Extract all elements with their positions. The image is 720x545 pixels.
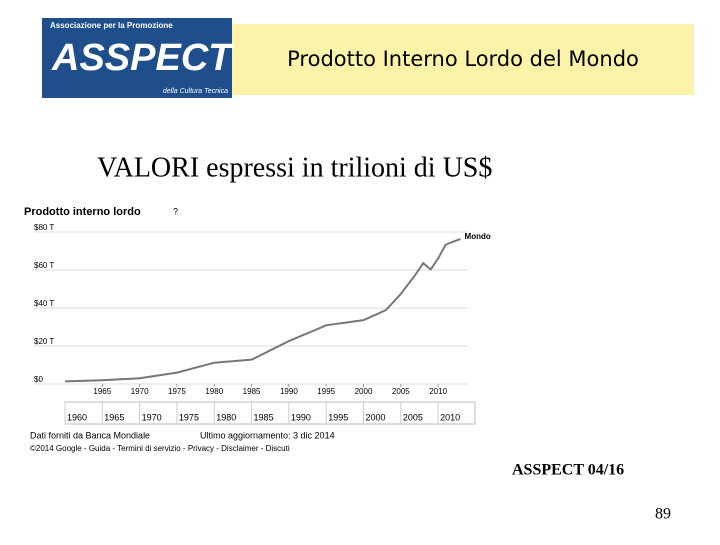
x-tick-label: 1970 bbox=[131, 387, 149, 396]
header-box bbox=[232, 24, 694, 95]
logo-name: ASSPECT bbox=[51, 37, 234, 79]
x-tick-label: 2000 bbox=[355, 387, 373, 396]
y-tick-label: $60 T bbox=[34, 261, 54, 270]
range-tick-label: 1990 bbox=[291, 412, 311, 422]
x-tick-label: 1995 bbox=[317, 387, 335, 396]
range-tick-label: 2000 bbox=[366, 412, 386, 422]
range-tick-label: 1960 bbox=[67, 412, 87, 422]
y-tick-label: $40 T bbox=[34, 299, 54, 308]
header-title: Prodotto Interno Lordo del Mondo bbox=[287, 47, 639, 71]
credits: ©2014 Google - Guida - Termini di serviz… bbox=[30, 444, 290, 453]
source: Dati forniti da Banca Mondiale bbox=[30, 430, 150, 440]
x-tick-label: 1975 bbox=[168, 387, 186, 396]
range-tick-label: 2005 bbox=[403, 412, 423, 422]
x-tick-label: 2005 bbox=[392, 387, 410, 396]
x-tick-label: 1985 bbox=[243, 387, 261, 396]
y-tick-label: $0 bbox=[34, 375, 43, 384]
page-number: 89 bbox=[655, 506, 671, 523]
logo-top: Associazione per la Promozione bbox=[50, 21, 173, 30]
subtitle: VALORI espressi in trilioni di US$ bbox=[97, 152, 492, 183]
logo-box bbox=[42, 18, 232, 98]
x-tick-label: 1990 bbox=[280, 387, 298, 396]
x-tick-label: 2010 bbox=[429, 387, 447, 396]
y-tick-label: $20 T bbox=[34, 337, 54, 346]
x-tick-label: 1965 bbox=[93, 387, 111, 396]
help-icon: ? bbox=[173, 206, 178, 216]
chart: Prodotto interno lordo ? $0 $20 T $40 T $60 T… bbox=[24, 206, 491, 453]
y-tick-label: $80 T bbox=[34, 223, 54, 232]
x-tick-label: 1980 bbox=[205, 387, 223, 396]
logo-bottom: della Cultura Tecnica bbox=[163, 88, 228, 95]
line bbox=[64, 238, 461, 383]
footer-label: ASSPECT 04/16 bbox=[512, 462, 624, 479]
range-tick-label: 2010 bbox=[440, 412, 460, 422]
series-label: Mondo bbox=[465, 232, 491, 241]
range-tick-label: 1965 bbox=[104, 412, 124, 422]
updated: Ultimo aggiornamento: 3 dic 2014 bbox=[200, 430, 335, 440]
chart-title: Prodotto interno lordo bbox=[24, 206, 141, 218]
range-tick-label: 1995 bbox=[328, 412, 348, 422]
range-tick-label: 1975 bbox=[179, 412, 199, 422]
range-tick-label: 1980 bbox=[216, 412, 236, 422]
range-tick-label: 1970 bbox=[142, 412, 162, 422]
range-tick-label: 1985 bbox=[254, 412, 274, 422]
